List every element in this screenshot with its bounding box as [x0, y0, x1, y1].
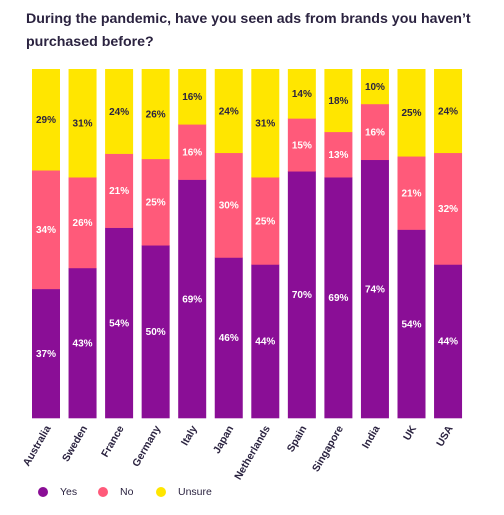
data-label-usa-unsure: 24% [438, 106, 458, 117]
data-label-germany-unsure: 26% [146, 109, 166, 120]
bar-germany-unsure [141, 69, 170, 160]
legend-label-yes: Yes [60, 486, 78, 498]
bar-singapore-unsure [324, 69, 353, 133]
data-label-singapore-unsure: 18% [328, 96, 348, 107]
bar-sweden-yes [68, 267, 97, 419]
data-label-japan-unsure: 24% [219, 106, 239, 117]
x-tick-label-france: France [99, 423, 127, 459]
data-label-usa-yes: 44% [438, 337, 458, 348]
data-label-uk-yes: 54% [401, 319, 421, 330]
bar-australia-yes [32, 288, 60, 419]
bar-spain-yes [287, 171, 316, 419]
data-label-italy-yes: 69% [182, 294, 202, 305]
data-label-spain-unsure: 14% [292, 89, 312, 100]
bar-netherlands-yes [251, 264, 280, 419]
x-tick-label-spain: Spain [285, 424, 310, 455]
legend-swatch-yes [38, 487, 48, 497]
legend-item-no: No [98, 486, 133, 498]
data-label-india-yes: 74% [365, 284, 385, 295]
data-label-australia-unsure: 29% [36, 115, 56, 126]
x-tick-label-usa: USA [434, 423, 456, 449]
x-tick-label-netherlands: Netherlands [232, 423, 273, 482]
bar-usa-yes [434, 264, 463, 419]
x-tick-label-sweden: Sweden [60, 424, 90, 464]
x-tick-label-italy: Italy [179, 423, 200, 447]
bar-usa-unsure [434, 69, 463, 154]
bar-uk-yes [397, 229, 426, 419]
data-label-uk-unsure: 25% [401, 108, 421, 119]
data-label-sweden-yes: 43% [73, 338, 93, 349]
bar-uk-no [397, 156, 426, 230]
legend-item-unsure: Unsure [156, 486, 212, 498]
bar-india-unsure [360, 69, 389, 105]
bar-spain-unsure [287, 69, 316, 119]
data-label-france-unsure: 24% [109, 107, 129, 118]
data-label-australia-yes: 37% [36, 349, 56, 360]
data-label-italy-unsure: 16% [182, 92, 202, 103]
chart-legend: Yes No Unsure [0, 486, 504, 502]
bar-india-yes [360, 159, 389, 419]
bar-usa-no [434, 152, 463, 265]
data-label-uk-no: 21% [401, 188, 421, 199]
bar-germany-no [141, 158, 170, 246]
bar-singapore-yes [324, 177, 353, 419]
legend-item-yes: Yes [38, 486, 77, 498]
data-label-singapore-no: 13% [328, 150, 348, 161]
data-label-japan-yes: 46% [219, 333, 239, 344]
bar-italy-no [178, 124, 207, 180]
data-label-france-yes: 54% [109, 318, 129, 329]
x-tick-label-germany: Germany [130, 423, 163, 469]
data-label-india-unsure: 10% [365, 82, 385, 93]
data-label-india-no: 16% [365, 127, 385, 138]
data-label-netherlands-yes: 44% [255, 337, 275, 348]
data-label-spain-yes: 70% [292, 290, 312, 301]
data-label-netherlands-unsure: 31% [255, 119, 275, 130]
legend-label-no: No [120, 486, 134, 498]
data-label-germany-no: 25% [146, 198, 166, 209]
bar-australia-no [32, 170, 60, 290]
bar-sweden-unsure [68, 69, 97, 178]
bar-netherlands-no [251, 177, 280, 265]
bar-sweden-no [68, 177, 97, 269]
bar-germany-yes [141, 245, 170, 419]
data-label-usa-no: 32% [438, 204, 458, 215]
x-tick-label-australia: Australia [21, 423, 54, 468]
x-tick-label-uk: UK [401, 423, 419, 442]
bar-spain-no [287, 118, 316, 172]
bar-france-unsure [105, 69, 134, 154]
bar-singapore-no [324, 131, 353, 178]
legend-swatch-unsure [156, 487, 166, 497]
data-label-spain-no: 15% [292, 140, 312, 151]
bar-japan-unsure [214, 69, 243, 154]
bar-france-yes [105, 227, 134, 419]
x-tick-label-singapore: Singapore [310, 423, 346, 474]
legend-swatch-no [98, 487, 108, 497]
bar-japan-no [214, 152, 243, 258]
bar-japan-yes [214, 257, 243, 419]
data-label-italy-no: 16% [182, 147, 202, 158]
bar-netherlands-unsure [251, 69, 280, 178]
legend-label-unsure: Unsure [178, 486, 212, 498]
data-label-australia-no: 34% [36, 225, 56, 236]
bar-france-no [105, 153, 134, 228]
x-tick-label-india: India [360, 423, 383, 450]
data-label-japan-no: 30% [219, 201, 239, 212]
bar-australia-unsure [32, 69, 60, 171]
bar-india-no [360, 103, 389, 161]
data-label-singapore-yes: 69% [328, 293, 348, 304]
data-label-germany-yes: 50% [146, 327, 166, 338]
data-label-netherlands-no: 25% [255, 216, 275, 227]
chart-title: During the pandemic, have you seen ads f… [26, 11, 471, 50]
x-tick-label-japan: Japan [211, 424, 237, 456]
bar-uk-unsure [397, 69, 426, 157]
bar-italy-unsure [178, 69, 207, 125]
bar-italy-yes [178, 179, 207, 419]
data-label-france-no: 21% [109, 186, 129, 197]
data-label-sweden-unsure: 31% [73, 119, 93, 130]
data-label-sweden-no: 26% [73, 218, 93, 229]
